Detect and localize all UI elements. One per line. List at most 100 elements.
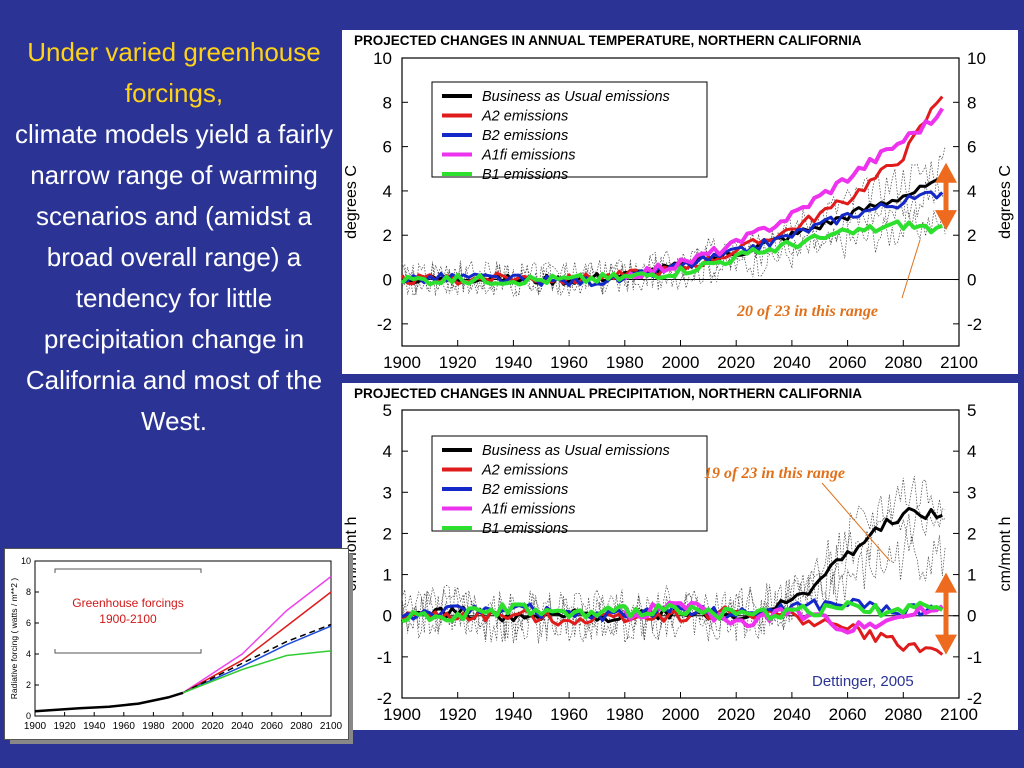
legend-label: A1fi emissions	[481, 148, 575, 164]
legend-label: B2 emissions	[482, 128, 568, 144]
y-tick-label-left: 1	[383, 566, 392, 585]
x-tick-label: 2060	[829, 353, 867, 372]
x-tick-label: 2100	[940, 705, 978, 724]
inset-y-axis-label: Radiative forcing ( watts / m**2 )	[9, 578, 19, 700]
inset-x-tick-label: 2020	[201, 721, 224, 732]
y-tick-label-right: -2	[967, 315, 982, 334]
y-tick-label-left: 2	[383, 524, 392, 543]
y-tick-label-right: 1	[967, 566, 976, 585]
panel-divider	[342, 374, 1018, 383]
y-tick-label-right: 6	[967, 138, 976, 157]
x-tick-label: 2080	[884, 705, 922, 724]
y-tick-label-right: 4	[967, 182, 976, 201]
x-tick-label: 1900	[383, 353, 421, 372]
y-tick-label-left: -2	[377, 689, 392, 708]
range-arrow-head-top	[935, 572, 957, 593]
inset-x-tick-label: 1980	[142, 721, 165, 732]
y-tick-label-right: 0	[967, 271, 976, 290]
y-tick-label-left: 8	[383, 93, 392, 112]
y-tick-label-left: 4	[383, 442, 392, 461]
x-tick-label: 1960	[550, 705, 588, 724]
inset-x-tick-label: 2100	[320, 721, 343, 732]
legend-label: A2 emissions	[481, 109, 568, 125]
chart-legend: Business as Usual emissions A2 emissions B…	[431, 81, 708, 183]
chart-title: PROJECTED CHANGES IN ANNUAL PRECIPITATIO…	[354, 386, 862, 401]
y-tick-label-left: 2	[383, 226, 392, 245]
inset-series-line	[34, 691, 184, 713]
x-tick-label: 1940	[494, 705, 532, 724]
lead-text: Under varied greenhouse forcings, climat…	[6, 32, 342, 442]
inset-x-tick-label: 2080	[290, 721, 313, 732]
inset-series-line	[182, 650, 332, 694]
x-tick-label: 2020	[717, 353, 755, 372]
series-line	[401, 600, 944, 624]
y-tick-label-left: 0	[383, 607, 392, 626]
variability-trace	[401, 476, 946, 644]
legend-label: Business as Usual emissions	[482, 89, 670, 105]
x-tick-label: 1920	[439, 705, 477, 724]
inset-y-tick-label: 2	[26, 680, 31, 690]
y-tick-label-left: 3	[383, 483, 392, 502]
variability-trace	[401, 209, 946, 296]
x-tick-label: 1980	[606, 353, 644, 372]
y-tick-label-right: 2	[967, 524, 976, 543]
chart-title: PROJECTED CHANGES IN ANNUAL TEMPERATURE,…	[354, 33, 862, 48]
inset-y-tick-label: 0	[26, 711, 31, 721]
y-tick-label-left: 0	[383, 271, 392, 290]
forcing-inset-panel: 1900 1920 1940 1960 1980 2000 2020 2040 2060 2080…	[4, 548, 349, 740]
credit-text: Dettinger, 2005	[812, 673, 914, 690]
x-tick-label: 1980	[606, 705, 644, 724]
y-tick-label-right: -2	[967, 689, 982, 708]
inset-y-tick-label: 4	[26, 649, 31, 659]
legend-box	[431, 81, 708, 178]
inset-x-tick-label: 2040	[231, 721, 254, 732]
y-tick-label-left: -1	[377, 648, 392, 667]
y-tick-label-right: 0	[967, 607, 976, 626]
y-tick-label-left: 5	[383, 401, 392, 420]
legend-box	[431, 435, 708, 532]
range-annotation: 19 of 23 in this range	[704, 465, 845, 482]
y-tick-label-right: 4	[967, 442, 976, 461]
y-axis-label-right: degrees C	[997, 165, 1014, 239]
x-tick-label: 2000	[662, 353, 700, 372]
legend-label: A2 emissions	[481, 463, 568, 479]
x-tick-label: 2040	[773, 705, 811, 724]
precipitation-chart: PROJECTED CHANGES IN ANNUAL PRECIPITATIO…	[343, 386, 1014, 724]
inset-x-tick-label: 2060	[261, 721, 284, 732]
y-tick-label-right: 2	[967, 226, 976, 245]
x-tick-label: 2020	[717, 705, 755, 724]
x-tick-label: 2060	[829, 705, 867, 724]
y-tick-label-right: 5	[967, 401, 976, 420]
annotation-leader	[901, 239, 921, 299]
y-tick-label-right: -1	[967, 648, 982, 667]
inset-y-tick-label: 6	[26, 618, 31, 628]
y-axis-label-right: cm/mont h	[997, 517, 1014, 592]
inset-bracket-bottom	[54, 649, 202, 654]
y-tick-label-left: 4	[383, 182, 392, 201]
y-tick-label-right: 3	[967, 483, 976, 502]
lead-body: climate models yield a fairly narrow ran…	[15, 119, 333, 436]
inset-y-tick-label: 8	[26, 587, 31, 597]
inset-x-tick-label: 1940	[83, 721, 106, 732]
range-annotation: 20 of 23 in this range	[736, 303, 878, 320]
range-arrow-head-bottom	[935, 210, 957, 231]
inset-series-line	[182, 591, 332, 694]
y-tick-label-left: 10	[373, 49, 392, 68]
x-tick-label: 2100	[940, 353, 978, 372]
inset-label-line2: 1900-2100	[99, 612, 157, 626]
x-tick-label: 1940	[494, 353, 532, 372]
inset-series-line	[182, 575, 332, 694]
chart-legend: Business as Usual emissions A2 emissions B…	[431, 435, 708, 537]
y-tick-label-left: -2	[377, 315, 392, 334]
inset-series-line	[182, 625, 332, 694]
temperature-chart-panel: PROJECTED CHANGES IN ANNUAL TEMPERATURE,…	[342, 30, 1018, 374]
y-tick-label-right: 8	[967, 93, 976, 112]
forcing-chart: 1900 1920 1940 1960 1980 2000 2020 2040 2060 2080…	[9, 556, 343, 732]
temperature-chart: PROJECTED CHANGES IN ANNUAL TEMPERATURE,…	[343, 33, 1014, 372]
y-tick-label-left: 6	[383, 138, 392, 157]
y-tick-label-right: 10	[967, 49, 986, 68]
legend-label: B1 emissions	[482, 167, 568, 183]
inset-x-tick-label: 1920	[53, 721, 76, 732]
inset-label-line1: Greenhouse forcings	[72, 596, 183, 610]
y-axis-label-left: degrees C	[343, 165, 360, 239]
